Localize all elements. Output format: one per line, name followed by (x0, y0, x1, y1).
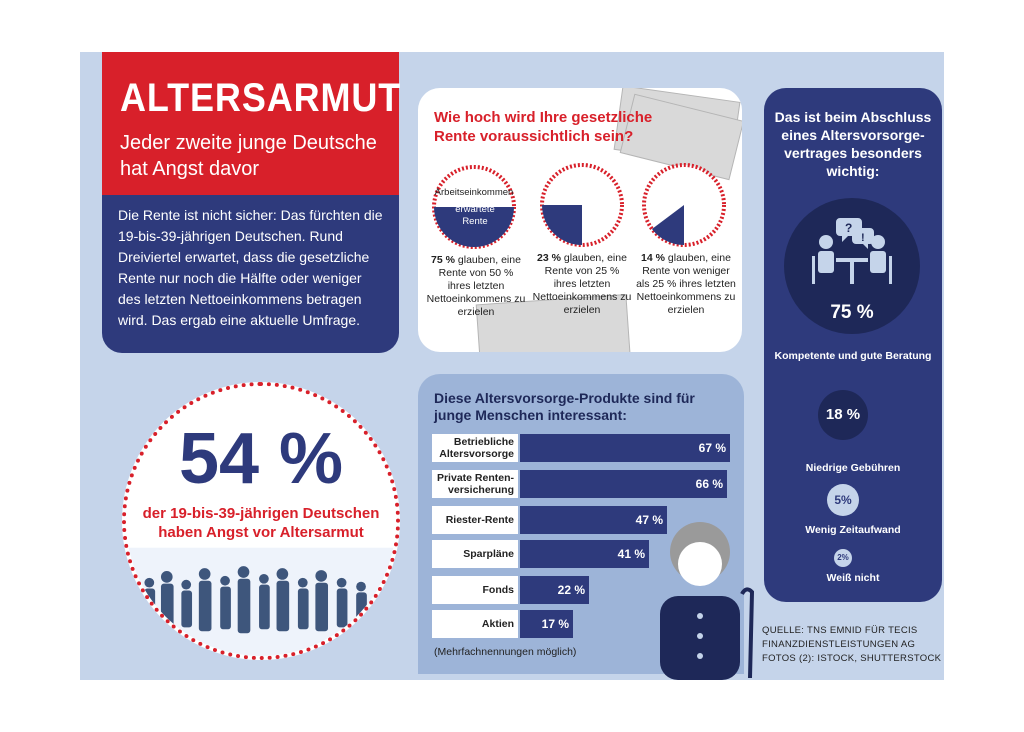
pie-caption-2: 23 % glauben, eine Rente von 25 % ihres … (532, 252, 632, 317)
svg-text:?: ? (845, 221, 852, 235)
pension-question: Wie hoch wird Ihre gesetzliche Rente vor… (434, 109, 653, 145)
label-advice: Kompetente und gute Beratung (774, 350, 932, 362)
bar-value-label: 22 % (557, 583, 585, 597)
pie-caption-2-pct: 23 % (537, 252, 561, 264)
bar-category-label: Riester-Rente (432, 506, 518, 534)
bar (520, 470, 727, 498)
bubble-time: 5% (827, 484, 859, 516)
bubble-advice-value: 75 % (830, 302, 874, 323)
title-block: ALTERSARMUT Jeder zweite junge Deutsche … (102, 52, 402, 195)
bar (520, 576, 589, 604)
page-subtitle: Jeder zweite junge Deutsche hat Angst da… (120, 132, 377, 180)
bubble-unknown: 2% (834, 549, 852, 567)
headline-stat-value: 54 % (178, 419, 344, 499)
products-title: Diese Altersvorsorge-Produkte sind für j… (434, 390, 695, 423)
elderly-woman-illustration (660, 522, 755, 680)
source-note: QUELLE: TNS EMNID FÜR TECIS FINANZDIENST… (762, 624, 942, 666)
consultation-icon: ? ! (812, 218, 892, 284)
bar-category-label: Sparpläne (432, 540, 518, 568)
bar-category-label: Aktien (432, 610, 518, 638)
pie-caption-1-pct: 75 % (431, 254, 455, 266)
bar-category-label: Fonds (432, 576, 518, 604)
bar-value-label: 66 % (695, 477, 723, 491)
headline-stat-circle: 54 % der 19-bis-39-jährigen Deutschen ha… (122, 382, 400, 660)
pie-caption-3: 14 % glauben, eine Rente von weniger als… (636, 252, 736, 317)
source-line-2: FOTOS (2): ISTOCK, SHUTTERSTOCK (762, 653, 942, 664)
legend-pension: erwartete Rente (455, 204, 495, 227)
intro-text: Die Rente ist nicht sicher: Das fürchten… (102, 195, 399, 353)
label-fees: Niedrige Gebühren (805, 462, 901, 474)
crowd-illustration (126, 547, 396, 656)
bar-value-label: 67 % (698, 441, 726, 455)
bar-category-label: Betriebliche Altersvorsorge (432, 434, 518, 462)
bar-value-label: 47 % (635, 513, 663, 527)
bar-category-label: Private Renten-versicherung (432, 470, 518, 498)
bar-value-label: 17 % (541, 617, 569, 631)
bubble-advice: ? ! 75 % (784, 198, 920, 334)
pie-caption-1-text: glauben, eine Rente von 50 % ihres letzt… (426, 254, 526, 318)
products-footnote: (Mehrfachnennungen möglich) (434, 646, 577, 658)
bar (520, 506, 667, 534)
bar (520, 434, 730, 462)
bar (520, 540, 649, 568)
page-title: ALTERSARMUT (120, 76, 402, 120)
legend-income: Arbeitseinkommen (434, 187, 514, 198)
pie-25-percent (540, 163, 624, 247)
bar-value-label: 41 % (617, 547, 645, 561)
headline-stat-text: der 19-bis-39-jährigen Deutschen haben A… (142, 505, 380, 541)
pie-caption-3-text: glauben, eine Rente von weniger als 25 %… (636, 252, 736, 316)
pie-50-percent (432, 165, 516, 249)
label-unknown: Weiß nicht (826, 572, 880, 584)
bar (520, 610, 573, 638)
source-line-1: QUELLE: TNS EMNID FÜR TECIS FINANZDIENST… (762, 625, 918, 650)
label-time: Wenig Zeitaufwand (805, 524, 901, 536)
pie-caption-1: 75 % glauben, eine Rente von 50 % ihres … (426, 254, 526, 319)
pie-under-25-percent (642, 163, 726, 247)
pie-caption-3-pct: 14 % (641, 252, 665, 264)
important-factors-title: Das ist beim Abschluss eines Altersvorso… (774, 109, 932, 179)
important-factors-panel: Das ist beim Abschluss eines Altersvorso… (764, 88, 942, 602)
pie-caption-2-text: glauben, eine Rente von 25 % ihres letzt… (532, 252, 632, 316)
svg-text:!: ! (861, 232, 865, 244)
bubble-fees: 18 % (818, 390, 868, 440)
banknotes-illustration (475, 88, 742, 352)
